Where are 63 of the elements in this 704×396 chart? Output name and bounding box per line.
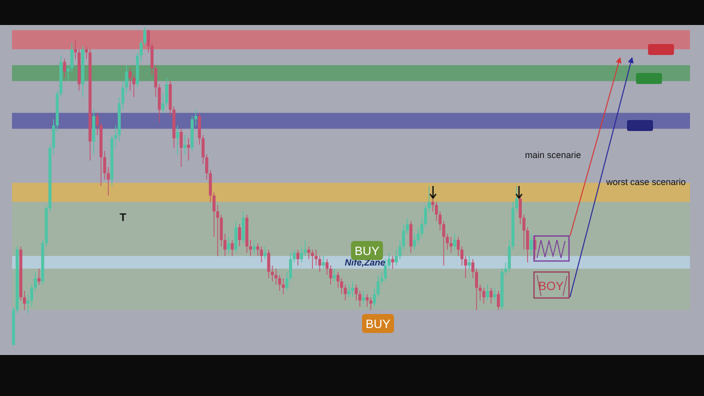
candlestick	[66, 64, 70, 82]
candlestick	[132, 74, 136, 98]
candlestick	[409, 220, 412, 254]
candlestick	[496, 290, 500, 310]
candlestick	[227, 236, 230, 254]
candlestick	[369, 296, 372, 310]
candlestick	[354, 284, 358, 301]
candlestick	[351, 281, 354, 298]
candlestick	[366, 294, 369, 308]
text: worst case scenario	[605, 177, 686, 187]
candlestick	[490, 287, 493, 304]
candlestick	[486, 284, 489, 301]
candlestick	[391, 256, 394, 270]
candlestick	[310, 249, 314, 270]
candlestick	[362, 290, 365, 304]
candlestick	[332, 268, 336, 282]
band-label: Nife,Zane	[344, 257, 386, 268]
candlestick	[296, 249, 300, 266]
candlestick	[450, 236, 452, 254]
candlestick	[406, 217, 409, 234]
annotation: T	[120, 212, 127, 224]
candlestick	[183, 134, 186, 155]
candlestick	[282, 278, 285, 295]
annotation: BUY	[354, 244, 380, 258]
candlestick	[344, 284, 347, 301]
candlestick	[482, 287, 486, 304]
candlestick	[326, 258, 329, 276]
candlestick	[194, 109, 198, 126]
candlestick	[267, 249, 270, 279]
candlestick	[230, 240, 234, 256]
annotation: main scenarie	[524, 150, 582, 160]
candlestick	[318, 256, 322, 272]
candlestick	[446, 233, 449, 250]
candlestick	[234, 220, 238, 254]
candlestick	[468, 256, 471, 270]
candlestick	[270, 265, 274, 282]
candlestick	[187, 138, 190, 161]
candlestick	[314, 249, 318, 266]
candlestick	[70, 42, 74, 72]
candlestick	[413, 233, 416, 250]
candlestick	[38, 268, 41, 285]
annotation: BUY	[366, 317, 390, 331]
candlestick	[180, 128, 183, 168]
candlestick	[238, 224, 242, 247]
candlestick	[143, 27, 146, 46]
candlestick	[347, 284, 350, 298]
candlestick	[530, 233, 533, 256]
candlestick	[242, 211, 245, 244]
candlestick	[128, 68, 132, 91]
candlestick	[453, 233, 456, 250]
candlestick	[176, 125, 180, 155]
candlestick	[106, 166, 110, 196]
candlestick	[322, 256, 325, 270]
candlestick	[252, 240, 256, 254]
candlestick	[300, 246, 304, 263]
candlestick	[158, 84, 161, 123]
candlestick	[260, 246, 263, 263]
candlestick	[63, 58, 66, 78]
candlestick	[264, 246, 267, 260]
candlestick	[34, 271, 37, 292]
candlestick	[493, 287, 496, 301]
text: BOY	[538, 279, 564, 293]
candlestick	[358, 290, 362, 308]
